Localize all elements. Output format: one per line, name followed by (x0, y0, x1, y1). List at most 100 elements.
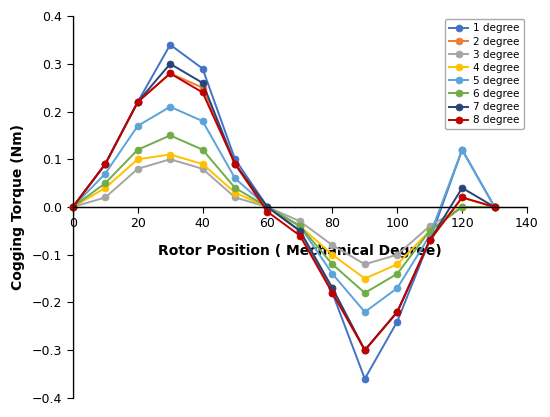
7 degree (232, 161, 238, 166)
5 degree (232, 176, 238, 181)
7 degree (426, 238, 433, 243)
3 degree (459, 204, 465, 209)
2 degree (296, 229, 303, 234)
4 degree (296, 224, 303, 229)
Line: 2 degree: 2 degree (69, 70, 498, 354)
4 degree (394, 262, 400, 267)
5 degree (296, 224, 303, 229)
Legend: 1 degree, 2 degree, 3 degree, 4 degree, 5 degree, 6 degree, 7 degree, 8 degree: 1 degree, 2 degree, 3 degree, 4 degree, … (445, 19, 524, 129)
8 degree (459, 195, 465, 200)
2 degree (199, 85, 206, 90)
1 degree (264, 204, 271, 209)
1 degree (361, 376, 368, 381)
6 degree (167, 133, 173, 138)
7 degree (167, 61, 173, 66)
4 degree (134, 157, 141, 162)
7 degree (394, 309, 400, 314)
1 degree (199, 66, 206, 71)
5 degree (361, 309, 368, 314)
3 degree (491, 204, 498, 209)
6 degree (232, 186, 238, 191)
6 degree (361, 290, 368, 295)
1 degree (459, 147, 465, 152)
6 degree (491, 204, 498, 209)
3 degree (296, 219, 303, 224)
8 degree (296, 233, 303, 238)
7 degree (491, 204, 498, 209)
6 degree (134, 147, 141, 152)
2 degree (264, 204, 271, 209)
5 degree (394, 286, 400, 291)
8 degree (232, 161, 238, 166)
1 degree (232, 157, 238, 162)
4 degree (199, 161, 206, 166)
8 degree (134, 100, 141, 105)
5 degree (134, 123, 141, 128)
4 degree (232, 190, 238, 195)
4 degree (69, 204, 76, 209)
2 degree (361, 348, 368, 353)
Line: 6 degree: 6 degree (69, 132, 498, 296)
8 degree (167, 71, 173, 76)
3 degree (426, 224, 433, 229)
8 degree (394, 309, 400, 314)
2 degree (329, 286, 336, 291)
5 degree (491, 204, 498, 209)
8 degree (69, 204, 76, 209)
3 degree (232, 195, 238, 200)
3 degree (134, 166, 141, 171)
8 degree (329, 290, 336, 295)
1 degree (134, 100, 141, 105)
6 degree (296, 224, 303, 229)
4 degree (264, 204, 271, 209)
5 degree (426, 233, 433, 238)
5 degree (69, 204, 76, 209)
3 degree (102, 195, 108, 200)
5 degree (459, 147, 465, 152)
X-axis label: Rotor Position ( Mechanical Degree): Rotor Position ( Mechanical Degree) (158, 244, 442, 258)
Line: 7 degree: 7 degree (69, 60, 498, 354)
2 degree (426, 238, 433, 243)
4 degree (102, 186, 108, 191)
5 degree (102, 171, 108, 176)
3 degree (264, 204, 271, 209)
3 degree (394, 252, 400, 257)
2 degree (102, 161, 108, 166)
8 degree (264, 209, 271, 214)
7 degree (199, 80, 206, 85)
6 degree (394, 271, 400, 276)
5 degree (167, 104, 173, 109)
1 degree (69, 204, 76, 209)
2 degree (69, 204, 76, 209)
2 degree (167, 71, 173, 76)
1 degree (296, 229, 303, 234)
5 degree (264, 204, 271, 209)
Line: 5 degree: 5 degree (69, 103, 498, 316)
8 degree (491, 204, 498, 209)
1 degree (329, 290, 336, 295)
1 degree (394, 319, 400, 324)
5 degree (199, 118, 206, 123)
7 degree (69, 204, 76, 209)
7 degree (134, 100, 141, 105)
8 degree (102, 161, 108, 166)
8 degree (361, 348, 368, 353)
4 degree (329, 252, 336, 257)
1 degree (102, 161, 108, 166)
3 degree (329, 243, 336, 248)
6 degree (102, 181, 108, 186)
Line: 8 degree: 8 degree (69, 70, 498, 354)
Line: 3 degree: 3 degree (69, 156, 498, 268)
7 degree (296, 229, 303, 234)
6 degree (69, 204, 76, 209)
6 degree (426, 229, 433, 234)
3 degree (167, 157, 173, 162)
1 degree (491, 204, 498, 209)
2 degree (491, 204, 498, 209)
6 degree (264, 204, 271, 209)
1 degree (167, 42, 173, 47)
2 degree (459, 195, 465, 200)
4 degree (167, 152, 173, 157)
1 degree (426, 238, 433, 243)
2 degree (134, 100, 141, 105)
